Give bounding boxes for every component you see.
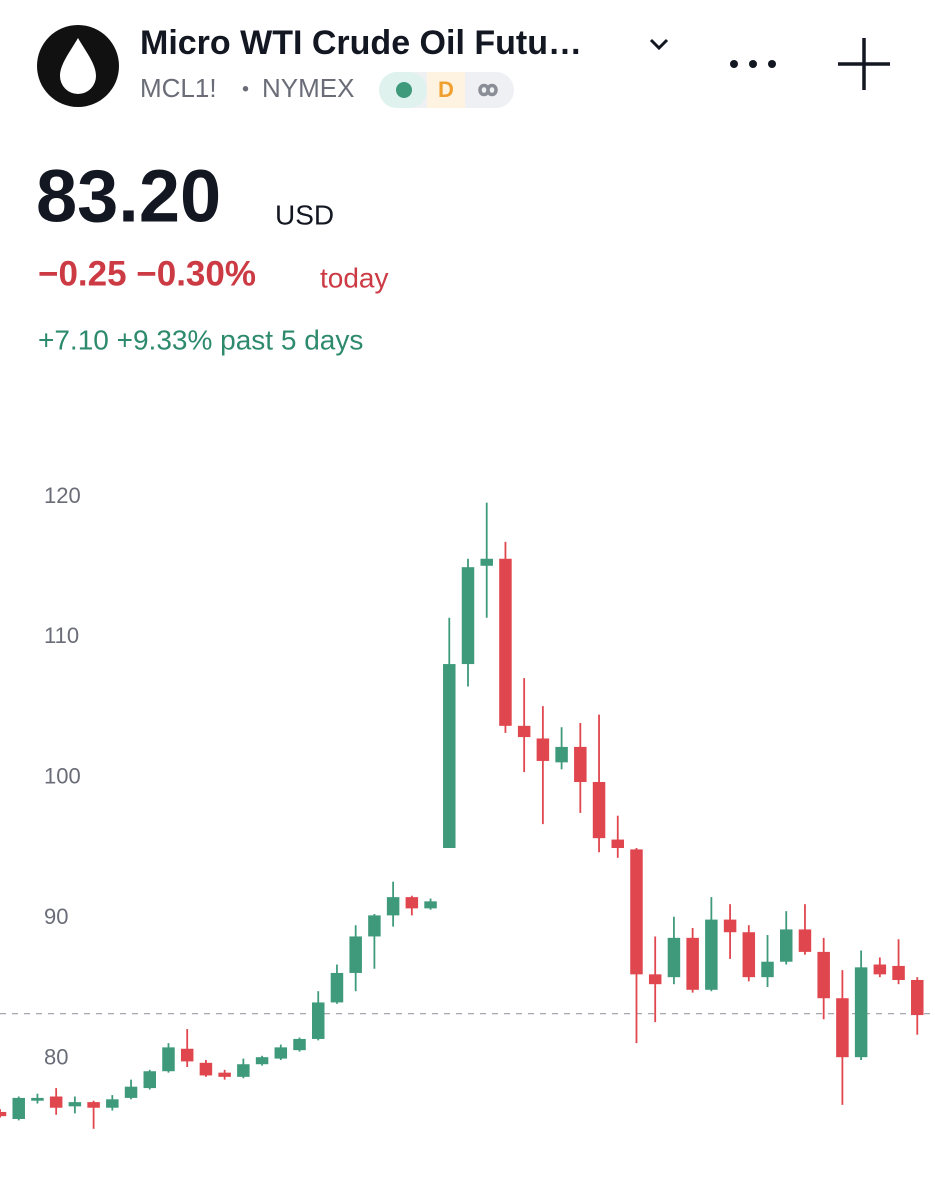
candle-body [143, 1071, 157, 1089]
y-tick-label: 100 [44, 764, 81, 789]
candle-body [237, 1064, 250, 1077]
candle-body [461, 567, 475, 665]
add-button[interactable] [838, 38, 890, 90]
candle-body [443, 664, 456, 848]
candle-body [536, 738, 550, 761]
candle-body [31, 1097, 44, 1101]
separator: • [242, 78, 249, 100]
y-tick-label: 110 [44, 623, 79, 648]
exchange: NYMEX [262, 73, 354, 103]
candle-body [274, 1047, 288, 1059]
candle-body [162, 1047, 175, 1072]
candle-body [0, 1111, 7, 1117]
candle-body [386, 897, 400, 916]
candle-body [255, 1057, 269, 1065]
y-tick-label: 120 [44, 483, 81, 508]
change-5d: +7.10 +9.33% past 5 days [38, 324, 363, 355]
candle-body [311, 1002, 325, 1039]
candle-body [12, 1097, 25, 1119]
title-chevron[interactable] [649, 38, 669, 51]
candle-body [667, 937, 681, 978]
candle-body [686, 937, 699, 990]
candle-body [49, 1096, 63, 1108]
candle-body [68, 1102, 82, 1107]
candle-body [180, 1048, 194, 1062]
candle-body [761, 961, 774, 978]
candle-body [592, 782, 606, 839]
candle-body [611, 839, 625, 848]
y-tick-label: 90 [44, 904, 68, 929]
candle-body [817, 951, 830, 999]
chart: 80 90 100 110 120 [0, 483, 935, 1129]
candle-body [630, 849, 643, 975]
delay-badge [427, 72, 465, 108]
candle-body [705, 919, 718, 990]
menu-dot[interactable] [730, 60, 738, 68]
candle-body [836, 998, 849, 1058]
candle-body [742, 932, 756, 978]
candle-body [574, 746, 587, 783]
candle-body [218, 1072, 231, 1077]
candle-body [911, 979, 924, 1016]
y-tick-label: 80 [44, 1044, 68, 1069]
candle-body [199, 1062, 213, 1076]
change-today-label: today [320, 262, 389, 293]
candle-body [293, 1038, 306, 1051]
candle-body [892, 965, 905, 980]
currency: USD [275, 199, 334, 230]
candle-body [349, 936, 362, 973]
candle-body [798, 929, 812, 952]
symbol-code: MCL1! [140, 73, 217, 103]
menu-dot[interactable] [768, 60, 776, 68]
candle-body [854, 967, 868, 1058]
droplet-icon [60, 38, 96, 94]
last-price: 83.20 [36, 155, 221, 238]
delay-badge-label: D [438, 77, 454, 102]
candle-body [480, 558, 493, 566]
candle-body [106, 1099, 119, 1108]
candle-body [779, 929, 793, 962]
candle-body [499, 558, 512, 726]
candle-body [517, 725, 531, 738]
change-today: −0.25 −0.30% [38, 254, 256, 293]
continuous-icon [478, 83, 498, 97]
candle-body [405, 897, 419, 909]
candle-body [330, 972, 344, 1003]
market-open-dot [396, 82, 412, 98]
candle-body [648, 974, 662, 985]
candle-body [424, 901, 437, 909]
menu-dot[interactable] [749, 60, 757, 68]
candle-body [873, 964, 887, 975]
candle-body [723, 919, 737, 933]
candle-body [555, 746, 568, 763]
candle-body [87, 1102, 100, 1108]
candle-body [124, 1086, 138, 1098]
candle-body [368, 915, 381, 937]
symbol-title[interactable]: Micro WTI Crude Oil Futu… [140, 24, 582, 62]
